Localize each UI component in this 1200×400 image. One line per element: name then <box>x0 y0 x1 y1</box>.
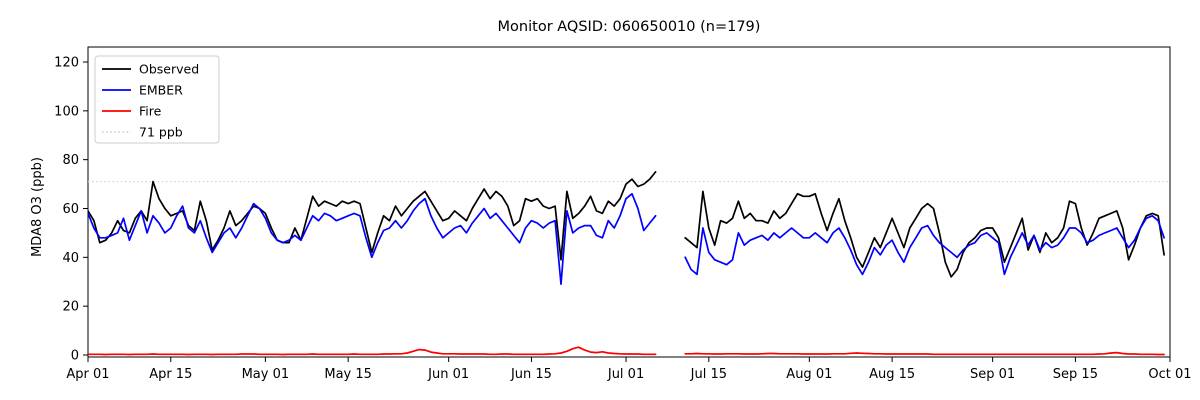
x-tick-label: Apr 01 <box>66 367 109 382</box>
x-tick-label: Aug 15 <box>869 367 915 382</box>
x-tick-label: Jul 15 <box>690 367 727 382</box>
x-tick-label: May 01 <box>242 367 290 382</box>
series-line-ember <box>88 192 1165 286</box>
x-tick-label: Apr 15 <box>149 367 192 382</box>
x-tick-label: Oct 01 <box>1148 367 1191 382</box>
y-tick-label: 0 <box>71 349 79 364</box>
x-tick-label: Jun 15 <box>510 367 552 382</box>
y-tick-label: 100 <box>54 104 79 119</box>
plot-frame <box>87 46 1171 358</box>
x-tick-label: Jun 01 <box>427 367 469 382</box>
legend-entry-label: Observed <box>139 62 199 77</box>
legend-entry-label: Fire <box>139 104 162 119</box>
y-tick-label: 80 <box>62 153 79 168</box>
y-tick-label: 20 <box>62 300 79 315</box>
x-tick-label: Sep 15 <box>1053 367 1098 382</box>
series-line-fire <box>88 346 1165 356</box>
chart-title: Monitor AQSID: 060650010 (n=179) <box>498 19 761 35</box>
x-tick-label: Sep 01 <box>970 367 1015 382</box>
y-tick-label: 60 <box>62 202 79 217</box>
legend-entry-label: 71 ppb <box>139 125 183 140</box>
axes-ticks: 0 20 40 60 80 100 120 Apr 01 Apr 15 May 01 May 15 J… <box>54 55 1191 382</box>
x-tick-label: Aug 01 <box>786 367 832 382</box>
x-tick-label: May 15 <box>324 367 372 382</box>
legend-box <box>94 55 220 144</box>
legend-entry-label: EMBER <box>139 83 183 98</box>
x-tick-label: Jul 01 <box>607 367 644 382</box>
legend: Observed EMBER Fire 71 ppb <box>94 55 220 144</box>
data-series <box>88 171 1165 356</box>
y-tick-label: 120 <box>54 55 79 70</box>
y-tick-label: 40 <box>62 251 79 266</box>
axes-spines <box>87 46 1171 358</box>
y-axis-label: MDA8 O3 (ppb) <box>30 157 45 257</box>
